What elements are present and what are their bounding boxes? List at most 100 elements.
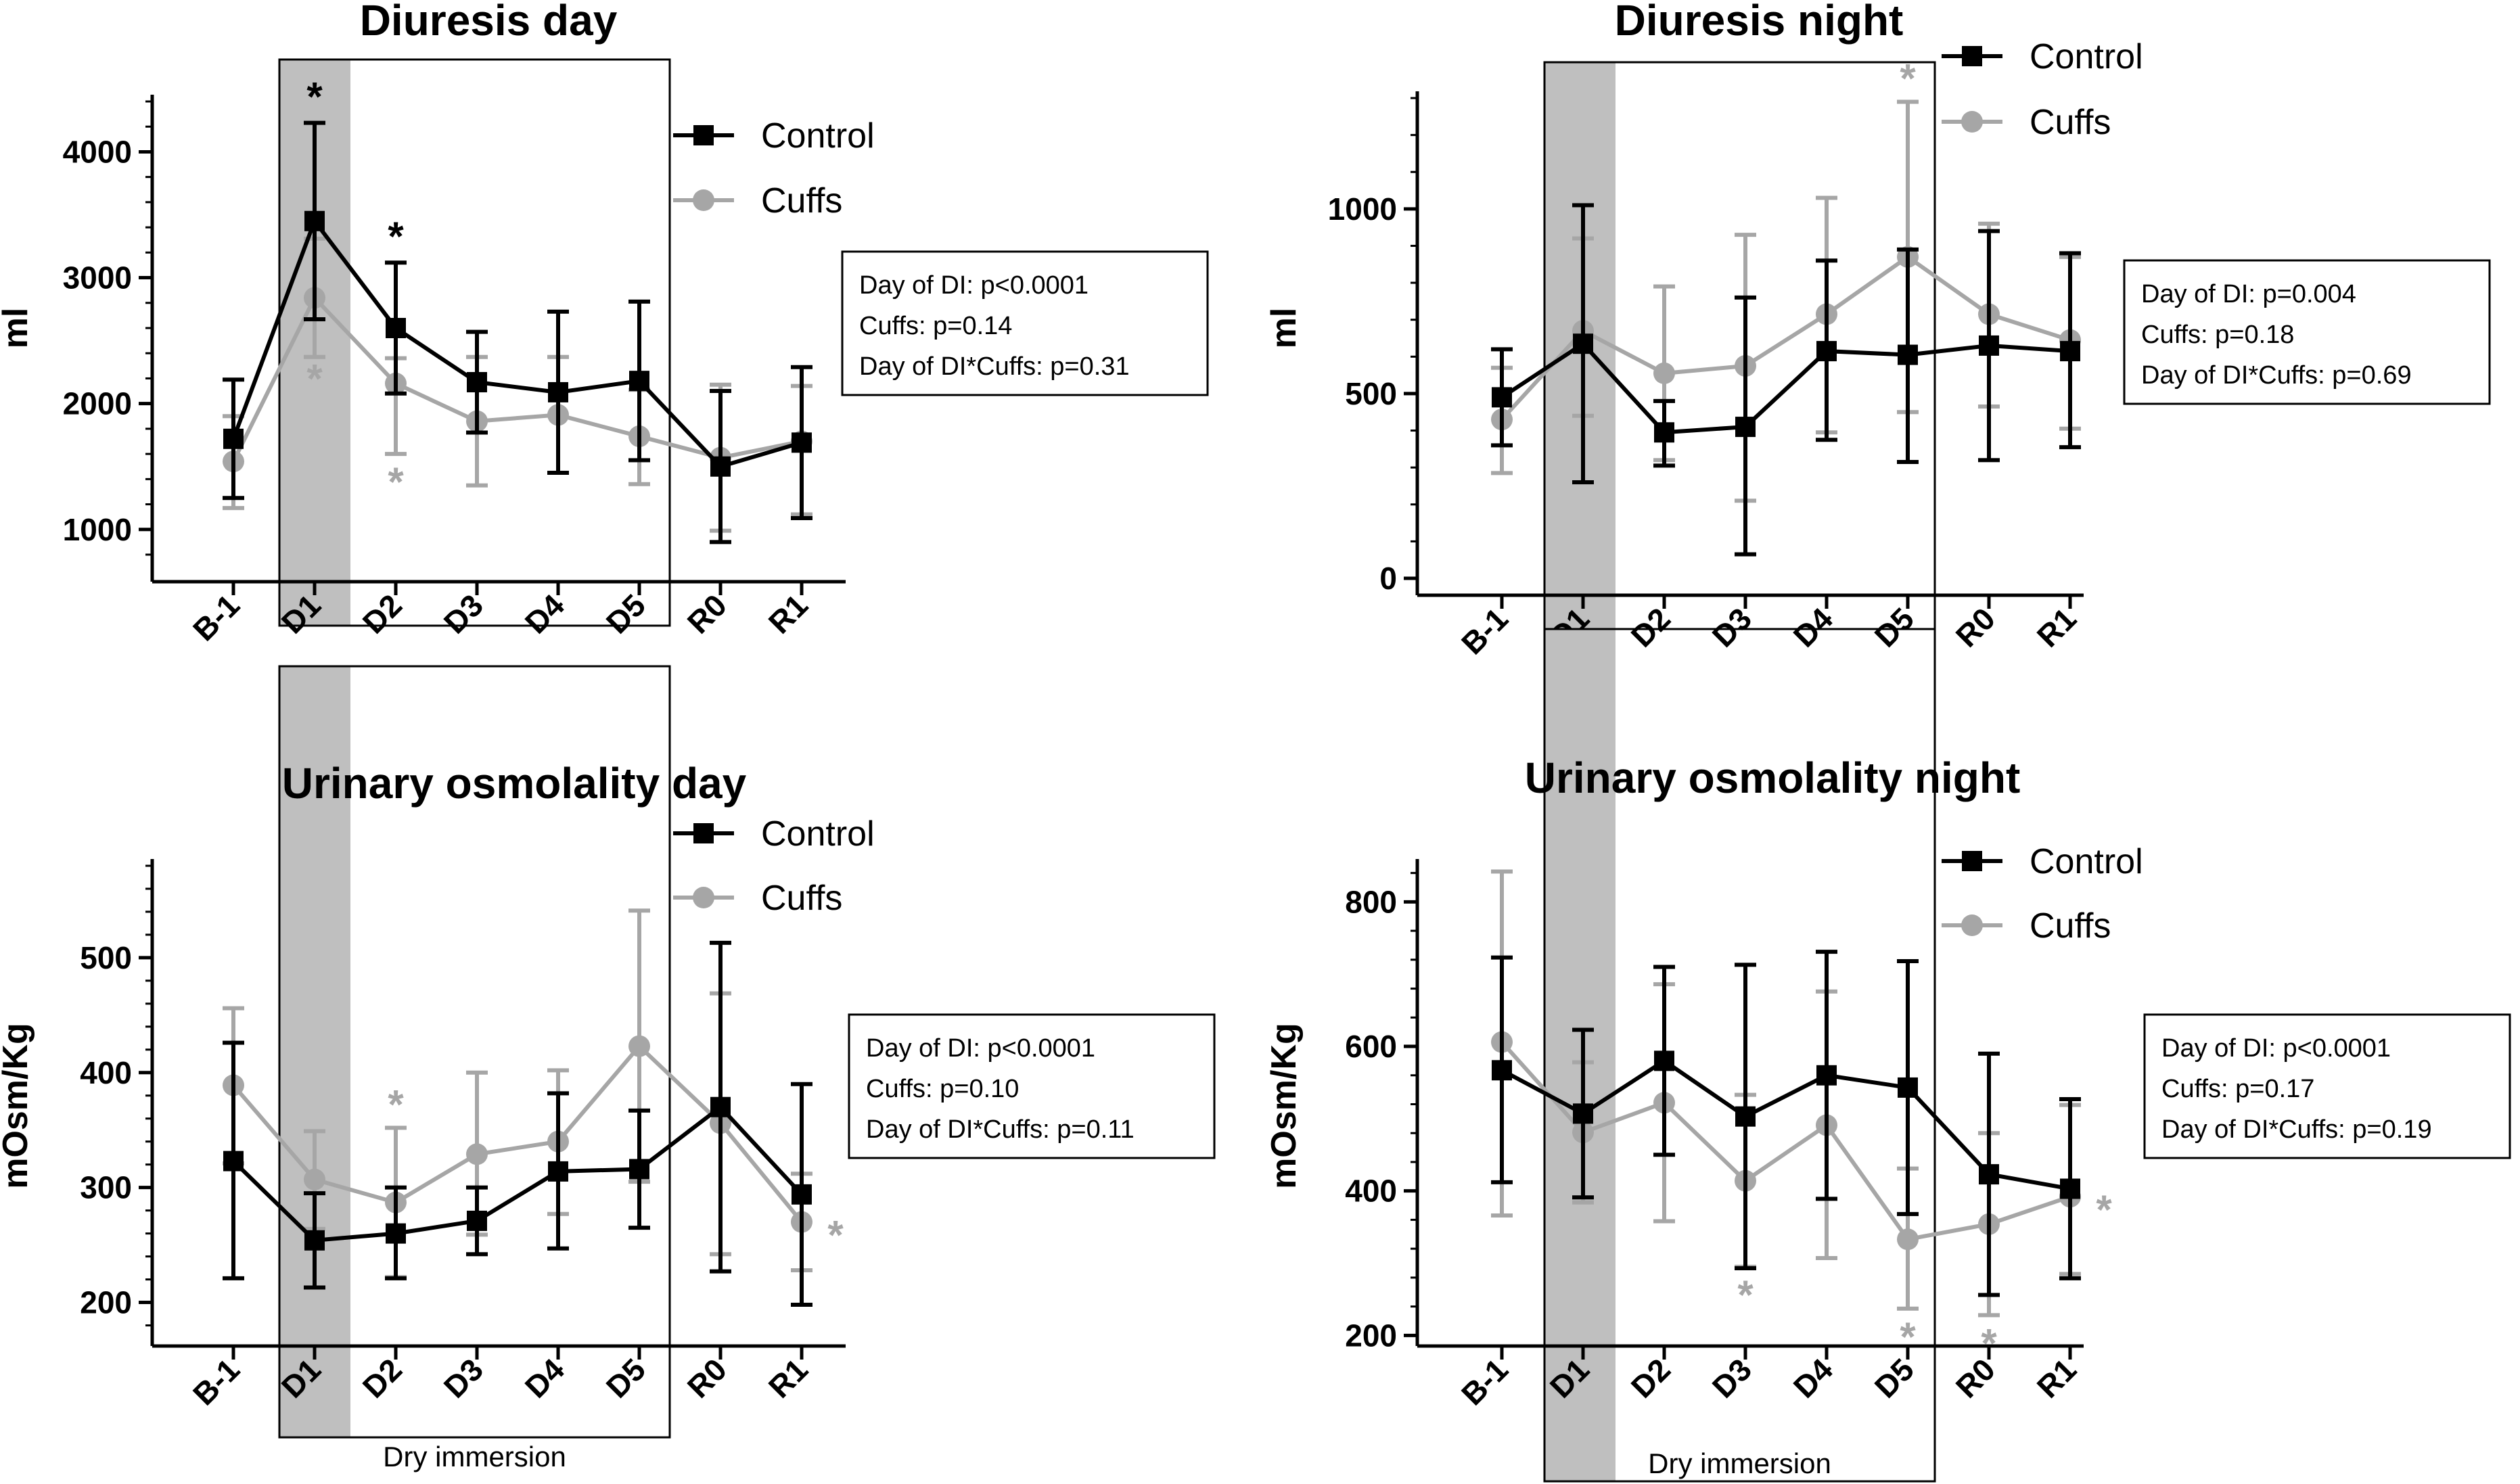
x-tick-label: R0 bbox=[681, 587, 733, 640]
square-marker-icon bbox=[1962, 46, 1982, 66]
legend-label: Control bbox=[761, 116, 875, 156]
data-point-cuffs bbox=[304, 1168, 325, 1190]
legend-label: Cuffs bbox=[761, 879, 842, 918]
series-control bbox=[1491, 203, 2081, 557]
stats-box: Day of DI: p<0.0001 Cuffs: p=0.14 Day of D… bbox=[841, 250, 1209, 396]
y-tick-label: 200 bbox=[80, 1285, 132, 1320]
x-tick-label: R1 bbox=[2030, 1351, 2083, 1404]
x-tick-label: D2 bbox=[1624, 1351, 1677, 1404]
series-line bbox=[231, 216, 802, 469]
x-tick-label: R1 bbox=[762, 587, 815, 640]
stats-box: Day of DI: p=0.004 Cuffs: p=0.18 Day of DI… bbox=[2123, 259, 2491, 405]
data-point-control bbox=[792, 1184, 812, 1205]
x-tick-label: D2 bbox=[1624, 601, 1677, 653]
data-point-control bbox=[1898, 1077, 1918, 1098]
data-point-control bbox=[386, 318, 406, 338]
y-tick-label: 300 bbox=[80, 1170, 132, 1205]
series-line bbox=[1500, 1058, 2071, 1191]
stats-box: Day of DI: p<0.0001 Cuffs: p=0.10 Day of D… bbox=[848, 1013, 1216, 1159]
x-tick-label: D3 bbox=[1705, 1351, 1758, 1404]
data-point-control bbox=[710, 1096, 731, 1117]
circle-marker-icon bbox=[693, 887, 714, 908]
data-point-control bbox=[2060, 341, 2080, 362]
stats-line: Cuffs: p=0.17 bbox=[2161, 1075, 2314, 1103]
y-tick-label: 3000 bbox=[63, 260, 132, 296]
y-tick-label: 600 bbox=[1345, 1029, 1397, 1064]
x-tick-label: D2 bbox=[356, 1351, 409, 1404]
dry-immersion-label: Dry immersion bbox=[383, 1441, 566, 1473]
legend-label: Cuffs bbox=[2030, 103, 2111, 142]
legend-label: Control bbox=[761, 814, 875, 854]
data-point-control bbox=[1979, 1164, 1999, 1185]
x-tick-label: D5 bbox=[599, 1351, 652, 1404]
data-point-control bbox=[386, 1223, 406, 1244]
data-point-control bbox=[223, 1151, 244, 1172]
data-point-cuffs bbox=[1653, 362, 1675, 384]
data-point-cuffs bbox=[1897, 1228, 1919, 1251]
x-tick-label: R0 bbox=[681, 1351, 733, 1404]
data-point-control bbox=[1816, 341, 1837, 362]
significance-star: * bbox=[827, 1213, 844, 1258]
stats-line: Day of DI*Cuffs: p=0.31 bbox=[859, 352, 1130, 381]
x-tick-label: B-1 bbox=[186, 1351, 246, 1412]
legend-label: Control bbox=[2030, 842, 2143, 881]
stats-line: Cuffs: p=0.14 bbox=[859, 312, 1012, 340]
y-tick-label: 1000 bbox=[63, 512, 132, 547]
data-point-control bbox=[1898, 344, 1918, 365]
data-point-control bbox=[1735, 417, 1756, 438]
x-tick-label: R1 bbox=[2030, 601, 2083, 653]
series-line bbox=[231, 1043, 804, 1224]
x-tick-label: R0 bbox=[1949, 601, 2002, 653]
y-axis-label: ml bbox=[0, 308, 35, 349]
legend-label: Control bbox=[2030, 37, 2143, 76]
y-tick-label: 1000 bbox=[1328, 191, 1397, 227]
y-tick-label: 800 bbox=[1345, 884, 1397, 919]
data-point-control bbox=[1573, 1103, 1593, 1124]
legend: Control Cuffs bbox=[673, 116, 875, 221]
circle-marker-icon bbox=[693, 189, 714, 211]
legend-label: Cuffs bbox=[2030, 906, 2111, 946]
data-point-control bbox=[548, 381, 568, 402]
circle-marker-icon bbox=[1961, 914, 1983, 936]
data-point-control bbox=[1573, 333, 1593, 354]
data-point-control bbox=[1492, 1060, 1512, 1081]
series-line bbox=[1500, 341, 2071, 435]
series-line bbox=[231, 1104, 804, 1243]
d1-shade-band bbox=[279, 666, 350, 1437]
data-point-control bbox=[1816, 1065, 1837, 1086]
legend-label: Cuffs bbox=[761, 181, 842, 221]
data-point-control bbox=[1979, 335, 1999, 356]
x-tick-label: D3 bbox=[437, 587, 490, 640]
dry-immersion-box bbox=[1543, 628, 1936, 1483]
stats-box-frame bbox=[848, 1013, 1216, 1159]
legend: Control Cuffs bbox=[1942, 842, 2143, 946]
y-tick-label: 500 bbox=[80, 940, 132, 975]
circle-marker-icon bbox=[1961, 111, 1983, 133]
significance-star: * bbox=[1981, 1320, 1997, 1366]
significance-star: * bbox=[306, 356, 323, 401]
series-line bbox=[1500, 254, 2071, 421]
y-tick-label: 2000 bbox=[63, 386, 132, 421]
significance-star: * bbox=[2096, 1187, 2112, 1232]
data-point-control bbox=[467, 1210, 487, 1231]
data-point-control bbox=[792, 432, 812, 453]
significance-star: * bbox=[388, 1082, 404, 1127]
x-tick-label: D5 bbox=[599, 587, 652, 640]
series-control bbox=[1491, 950, 2081, 1297]
data-point-control bbox=[467, 372, 487, 393]
significance-star: * bbox=[388, 459, 404, 505]
data-point-control bbox=[1735, 1106, 1756, 1127]
data-point-control bbox=[1654, 422, 1674, 443]
chart-title: Urinary osmolality night bbox=[1525, 753, 2021, 802]
data-point-control bbox=[2060, 1178, 2080, 1199]
data-point-cuffs bbox=[466, 1143, 488, 1165]
stats-line: Cuffs: p=0.10 bbox=[866, 1075, 1019, 1103]
square-marker-icon bbox=[693, 125, 714, 145]
x-tick-label: D4 bbox=[518, 587, 572, 641]
data-point-control bbox=[548, 1161, 568, 1182]
significance-star: * bbox=[306, 74, 323, 120]
y-axis-label: mOsm/Kg bbox=[0, 1023, 35, 1189]
